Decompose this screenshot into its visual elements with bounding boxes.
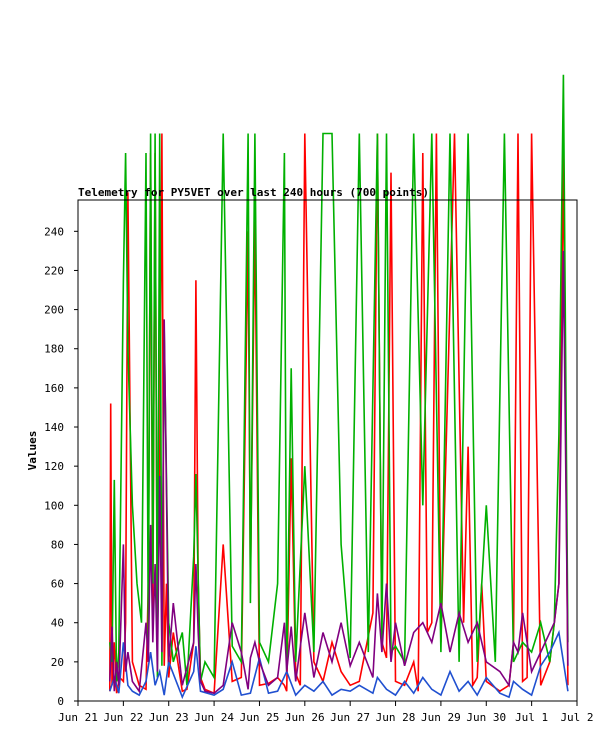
series-line-purple <box>109 250 569 695</box>
y-tick-label: 80 <box>51 538 64 551</box>
x-tick-label: Jun 29 <box>421 711 461 724</box>
y-tick-label: 40 <box>51 617 64 630</box>
x-tick-label: Jun 22 <box>103 711 143 724</box>
y-tick-label: 220 <box>44 264 64 277</box>
y-tick-label: 100 <box>44 499 64 512</box>
y-tick-label: 120 <box>44 460 64 473</box>
x-tick-label: Jun 30 <box>466 711 506 724</box>
y-axis: 0 20 40 60 80 100 120 140 160 180 200 220 240 <box>44 225 78 708</box>
series-layer <box>109 74 569 700</box>
x-tick-label: Jun 26 <box>285 711 325 724</box>
series-line-green <box>109 74 569 686</box>
y-tick-label: 180 <box>44 343 64 356</box>
y-tick-label: 160 <box>44 382 64 395</box>
chart-title: Telemetry for PY5VET over last 240 hours… <box>78 186 429 199</box>
x-tick-label: Jul 1 <box>515 711 548 724</box>
plot-frame <box>77 199 578 702</box>
x-tick-label: Jun 24 <box>194 711 234 724</box>
series-line-blue <box>109 629 569 700</box>
y-tick-label: 20 <box>51 656 64 669</box>
x-tick-label: Jun 21 <box>58 711 98 724</box>
x-tick-label: Jun 28 <box>376 711 416 724</box>
y-tick-label: 240 <box>44 225 64 238</box>
y-tick-label: 60 <box>51 578 64 591</box>
x-axis: Jun 21 Jun 22 Jun 23 Jun 24 Jun 25 Jun 26 Jun … <box>58 701 594 724</box>
y-tick-label: 0 <box>57 695 64 708</box>
y-tick-label: 200 <box>44 304 64 317</box>
x-tick-label: Jul 2 <box>560 711 593 724</box>
x-tick-label: Jun 23 <box>149 711 189 724</box>
x-tick-label: Jun 27 <box>330 711 370 724</box>
y-axis-title: Values <box>26 431 39 471</box>
y-tick-label: 140 <box>44 421 64 434</box>
x-tick-label: Jun 25 <box>240 711 280 724</box>
